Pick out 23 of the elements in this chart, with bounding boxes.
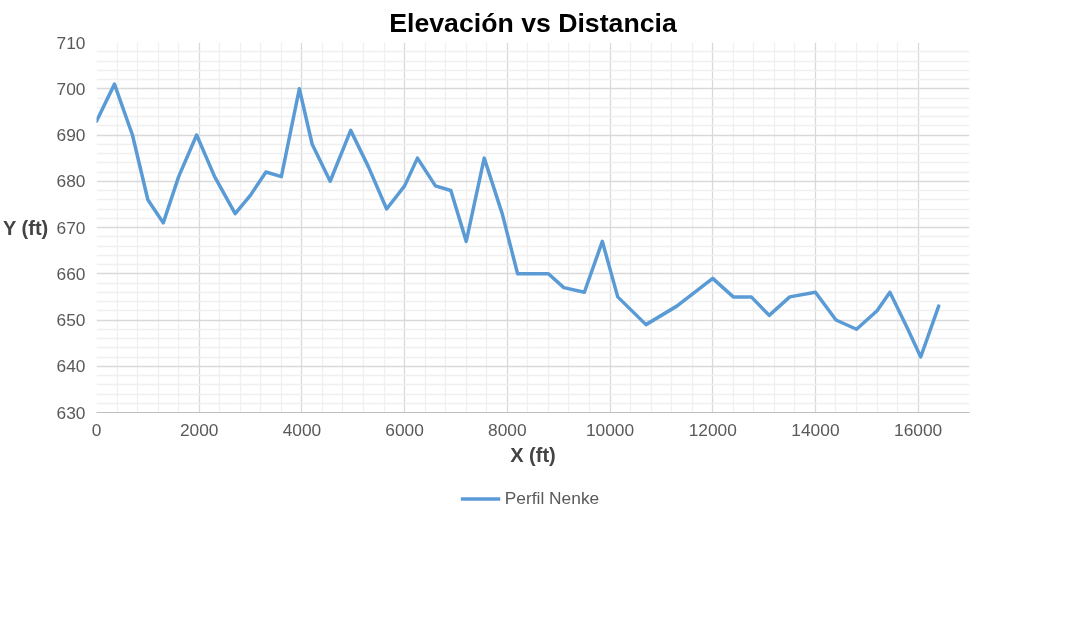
y-tick-label: 650 — [56, 310, 86, 330]
x-tick-label: 14000 — [791, 419, 840, 440]
y-tick-label: 640 — [56, 356, 86, 377]
x-tick-label: 10000 — [585, 419, 635, 440]
y-tick-label: 680 — [56, 171, 86, 192]
y-tick-label: 700 — [56, 78, 86, 99]
y-tick-label: 690 — [56, 125, 86, 145]
legend-label: Perfil Nenke — [504, 487, 600, 509]
y-tick-label: 660 — [56, 263, 86, 284]
y-tick-label: 670 — [56, 217, 86, 238]
x-tick-label: 16000 — [894, 419, 943, 440]
x-tick-label: 2000 — [179, 419, 219, 440]
y-axis-title: Y (ft) — [3, 216, 49, 239]
x-tick-label: 4000 — [282, 419, 322, 440]
x-axis-title: X (ft) — [510, 443, 556, 466]
chart-title: Elevación vs Distancia — [389, 7, 677, 38]
x-tick-label: 12000 — [688, 419, 737, 440]
x-tick-label: 8000 — [488, 419, 527, 440]
x-tick-label: 0 — [91, 419, 102, 440]
x-tick-label: 6000 — [385, 419, 424, 440]
y-tick-label: 630 — [56, 402, 86, 423]
y-tick-label: 710 — [56, 32, 86, 53]
line-series — [96, 82, 941, 359]
